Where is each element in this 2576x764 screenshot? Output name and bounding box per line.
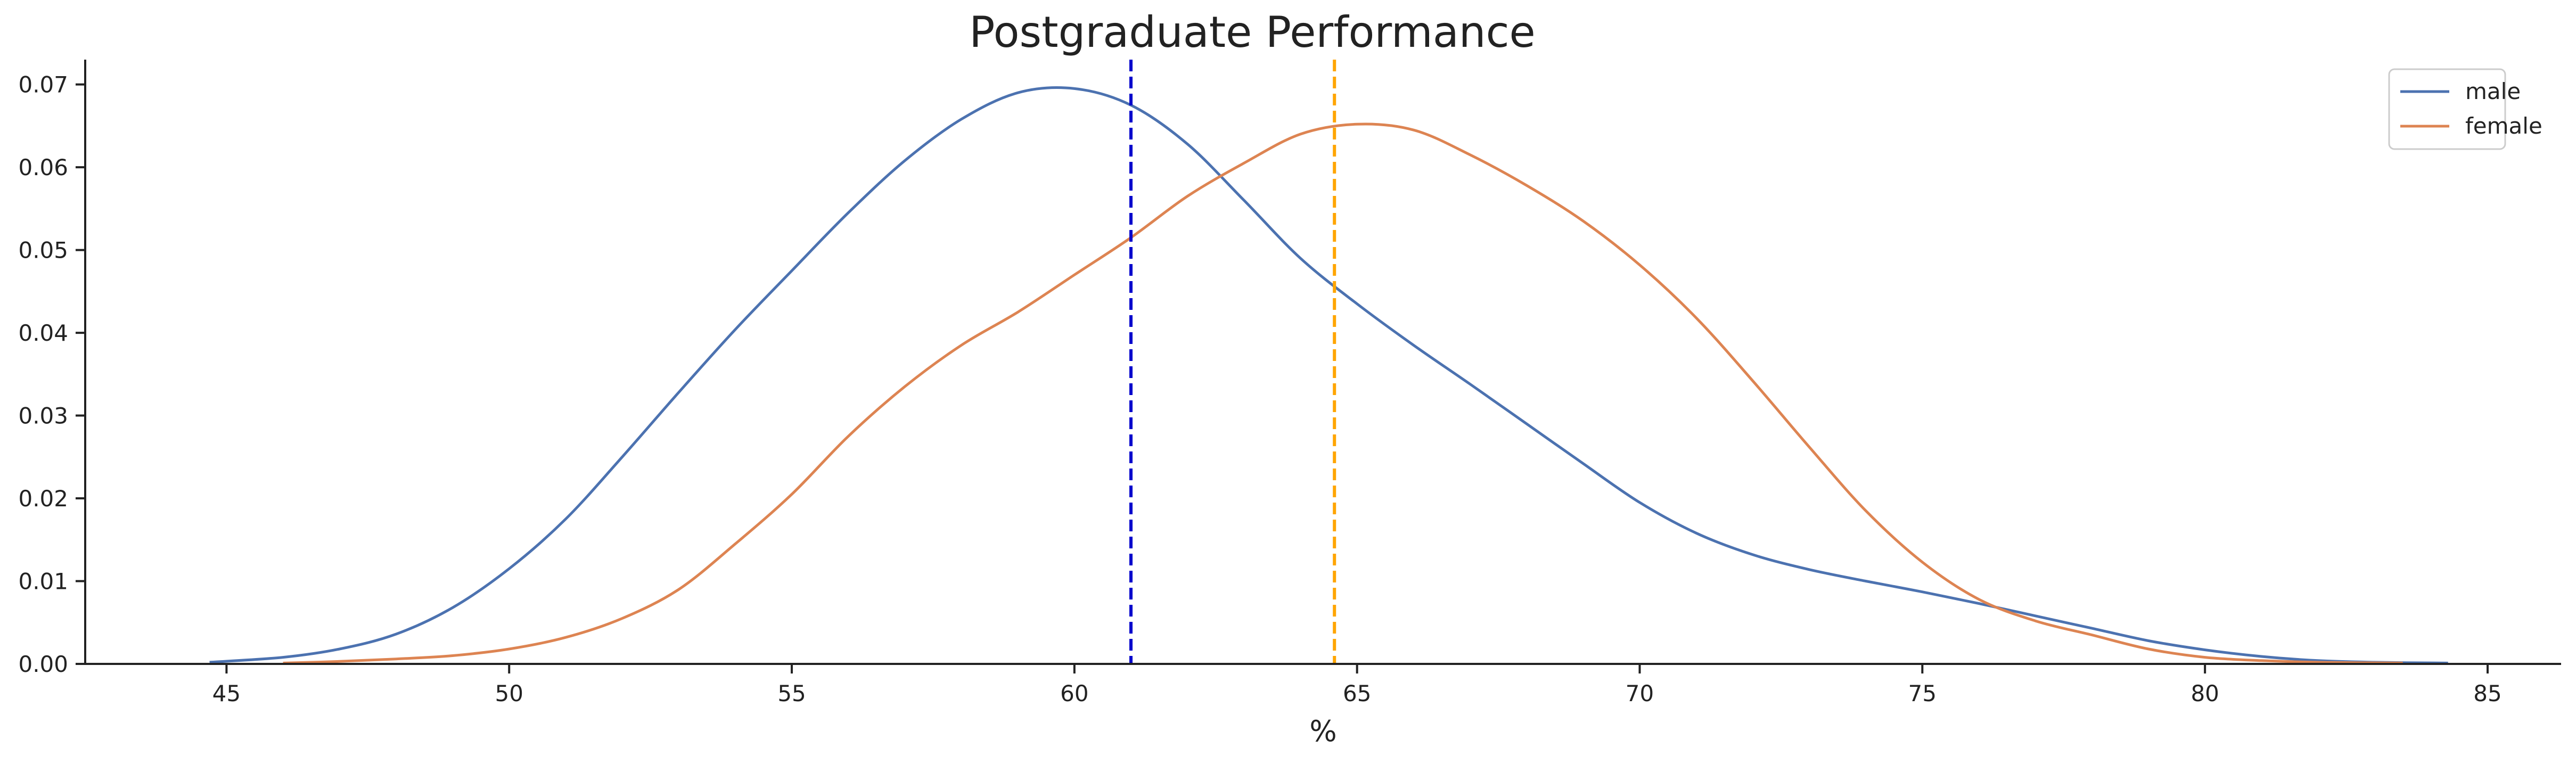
x-tick-label: 80 [2191, 680, 2219, 707]
x-tick-label: 45 [212, 680, 241, 707]
y-tick-label: 0.06 [18, 154, 68, 180]
y-tick-label: 0.05 [18, 237, 68, 264]
y-ticks: 0.00 0.01 0.02 0.03 0.04 0.05 0.06 0.07 [18, 72, 85, 677]
x-tick-label: 60 [1060, 680, 1088, 707]
x-tick-label: 50 [495, 680, 523, 707]
x-tick-label: 85 [2473, 680, 2501, 707]
y-tick-label: 0.03 [18, 403, 68, 429]
y-tick-label: 0.01 [18, 569, 68, 595]
y-tick-label: 0.07 [18, 72, 68, 98]
x-tick-label: 70 [1626, 680, 1654, 707]
series-line-female [283, 122, 2403, 664]
x-tick-label: 65 [1343, 680, 1371, 707]
x-axis-label: % [1309, 714, 1336, 748]
legend: male female [2388, 68, 2542, 150]
legend-label-male: male [2465, 78, 2521, 104]
legend-label-female: female [2465, 113, 2542, 139]
legend-box [2388, 68, 2506, 150]
plot-area [209, 86, 2448, 664]
reference-lines [1129, 60, 1336, 664]
y-tick-label: 0.02 [18, 486, 68, 512]
x-tick-label: 75 [1908, 680, 1937, 707]
series-line-male [209, 86, 2448, 664]
y-tick-label: 0.00 [18, 651, 68, 677]
y-tick-label: 0.04 [18, 320, 68, 346]
chart-title: Postgraduate Performance [969, 7, 1536, 57]
x-tick-label: 55 [777, 680, 806, 707]
x-ticks: 45 50 55 60 65 70 75 80 85 [212, 664, 2502, 707]
